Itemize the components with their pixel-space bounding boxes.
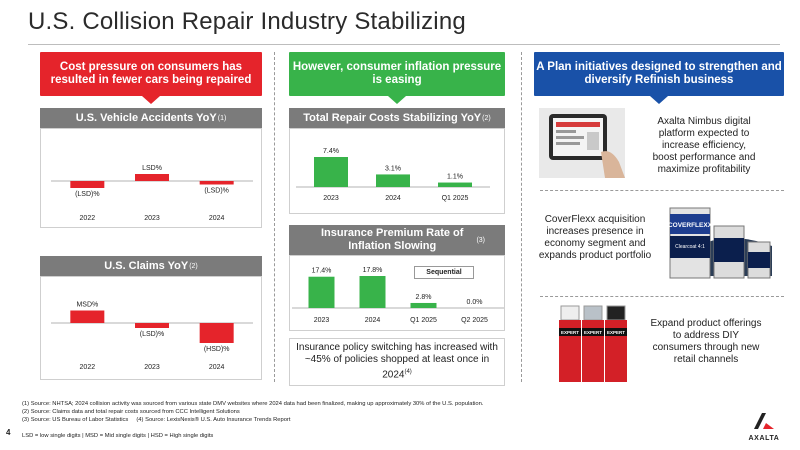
banner-arrow-green [388,96,406,104]
chart-title: U.S. Vehicle Accidents YoY [75,111,217,124]
tablet-icon [539,108,625,178]
chart-bar [376,174,410,187]
chart-data-label: 7.4% [323,148,339,155]
page-title: U.S. Collision Repair Industry Stabilizi… [28,8,466,35]
chart-category-label: 2023 [314,317,330,324]
chart-bar [359,276,386,308]
chart-category-label: 2024 [209,215,225,222]
chart-header-insurance-premium: Insurance Premium Rate of Inflation Slow… [289,225,505,255]
chart-bar [199,181,234,185]
chart-data-label: 3.1% [385,165,401,172]
chart-category-label: 2022 [80,364,96,371]
banner-arrow-red [142,96,160,104]
chart-insurance-premium: 17.4% 2023 17.8% 2024 2.8% Q1 2025 0.0% Q2 2025… [289,255,505,331]
chart-claims: MSD% 2022 (LSD)% 2023 (HSD)% 2024 [40,276,262,380]
chart-bar [70,181,105,188]
column-divider-left [274,52,275,382]
chart-data-label: MSD% [76,302,98,309]
spray-brand-label-2: EXPERT [584,330,602,335]
chart-bar [438,182,472,187]
chart-category-label: 2024 [365,317,381,324]
spray-brand-label-3: EXPERT [607,330,625,335]
chart-title: U.S. Claims YoY [104,259,189,272]
column-divider-right [521,52,522,382]
right-divider-1 [540,190,784,191]
chart-category-label: 2023 [144,364,160,371]
chart-data-label: 1.1% [447,174,463,181]
can-brand-label: COVERFLEXX [668,222,713,229]
coverflexx-text: CoverFlexx acquisition increases presenc… [538,214,652,261]
chart-data-label: (LSD)% [204,188,229,195]
chart-category-label: 2024 [209,364,225,371]
nimbus-platform-text: Axalta Nimbus digital platform expected … [652,116,756,175]
chart-data-label: (LSD)% [75,191,100,198]
chart-bar [70,310,105,323]
chart-bar [308,276,335,308]
chart-category-label: Q1 2025 [410,317,437,324]
chart-category-label: Q1 2025 [442,195,469,202]
axalta-logo-text: AXALTA [748,435,780,442]
banner-arrow-blue [650,96,668,104]
footnote-2: (2) Source: Claims data and total repair… [22,409,240,415]
chart-header-vehicle-accidents: U.S. Vehicle Accidents YoY (1) [40,108,262,128]
chart-data-label: (LSD)% [140,331,165,338]
chart-bar [199,323,234,343]
can-product-label: Clearcoat 4:1 [675,244,705,250]
banner-inflation-easing: However, consumer inflation pressure is … [289,52,505,96]
footnote-3: (3) Source: US Bureau of Labor Statistic… [22,417,291,423]
chart-data-label: 0.0% [467,299,483,306]
chart-category-label: 2023 [323,195,339,202]
axalta-logo-mark-icon [754,413,774,429]
diy-offerings-text: Expand product offerings to address DIY … [650,318,762,365]
lsd-msd-hsd-legend: LSD = low single digits | MSD = Mid sing… [22,433,214,439]
chart-bar [135,323,169,328]
chart-data-label: (HSD)% [204,346,230,353]
policy-switching-note: Insurance policy switching has increased… [289,338,505,386]
paint-cans-icon: COVERFLEXX Clearcoat 4:1 [664,196,774,288]
chart-repair-costs-svg: 7.4% 2023 3.1% 2024 1.1% Q1 2025 [296,148,490,202]
chart-title: Total Repair Costs Stabilizing YoY [303,111,482,124]
right-divider-2 [540,296,784,297]
chart-vehicle-accidents: (LSD)% 2022 LSD% 2023 (LSD)% 2024 [40,128,262,228]
chart-category-label: 2024 [385,195,401,202]
banner-cost-pressure: Cost pressure on consumers has resulted … [40,52,262,96]
chart-data-label: 17.8% [363,267,383,274]
chart-header-repair-costs: Total Repair Costs Stabilizing YoY (2) [289,108,505,128]
chart-bar [135,174,169,181]
chart-category-label: Q2 2025 [461,317,488,324]
axalta-logo: AXALTA [736,412,792,446]
spray-cans-icon: EXPERT EXPERT EXPERT [553,304,633,384]
chart-insurance-premium-svg: 17.4% 2023 17.8% 2024 2.8% Q1 2025 0.0% Q2 2025 [292,267,504,324]
chart-vehicle-accidents-svg: (LSD)% 2022 LSD% 2023 (LSD)% 2024 [51,165,253,222]
chart-legend-sequential: Sequential [414,266,474,279]
chart-repair-costs: 7.4% 2023 3.1% 2024 1.1% Q1 2025 [289,128,505,214]
title-divider [28,44,780,45]
chart-claims-svg: MSD% 2022 (LSD)% 2023 (HSD)% 2024 [51,302,253,371]
chart-category-label: 2022 [80,215,96,222]
chart-category-label: 2023 [144,215,160,222]
chart-data-label: 17.4% [312,268,332,275]
chart-data-label: LSD% [142,165,162,172]
banner-plan-initiatives: A Plan initiatives designed to strengthe… [534,52,784,96]
footnote-1: (1) Source: NHTSA; 2024 collision activi… [22,401,484,407]
spray-brand-label-1: EXPERT [561,330,579,335]
chart-title: Insurance Premium Rate of Inflation Slow… [321,227,464,252]
chart-header-claims: U.S. Claims YoY (2) [40,256,262,276]
chart-bar [314,157,348,187]
chart-data-label: 2.8% [416,294,432,301]
chart-bar [410,302,437,308]
page-number: 4 [6,428,11,437]
policy-switching-text: Insurance policy switching has increased… [296,342,498,381]
